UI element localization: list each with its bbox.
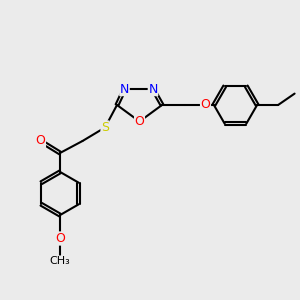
Text: N: N: [148, 82, 158, 96]
Text: O: O: [135, 115, 144, 128]
Text: O: O: [201, 98, 210, 112]
Text: N: N: [120, 82, 129, 96]
Text: CH₃: CH₃: [50, 256, 70, 266]
Text: O: O: [55, 232, 65, 245]
Text: S: S: [101, 121, 109, 134]
Text: O: O: [36, 134, 45, 148]
